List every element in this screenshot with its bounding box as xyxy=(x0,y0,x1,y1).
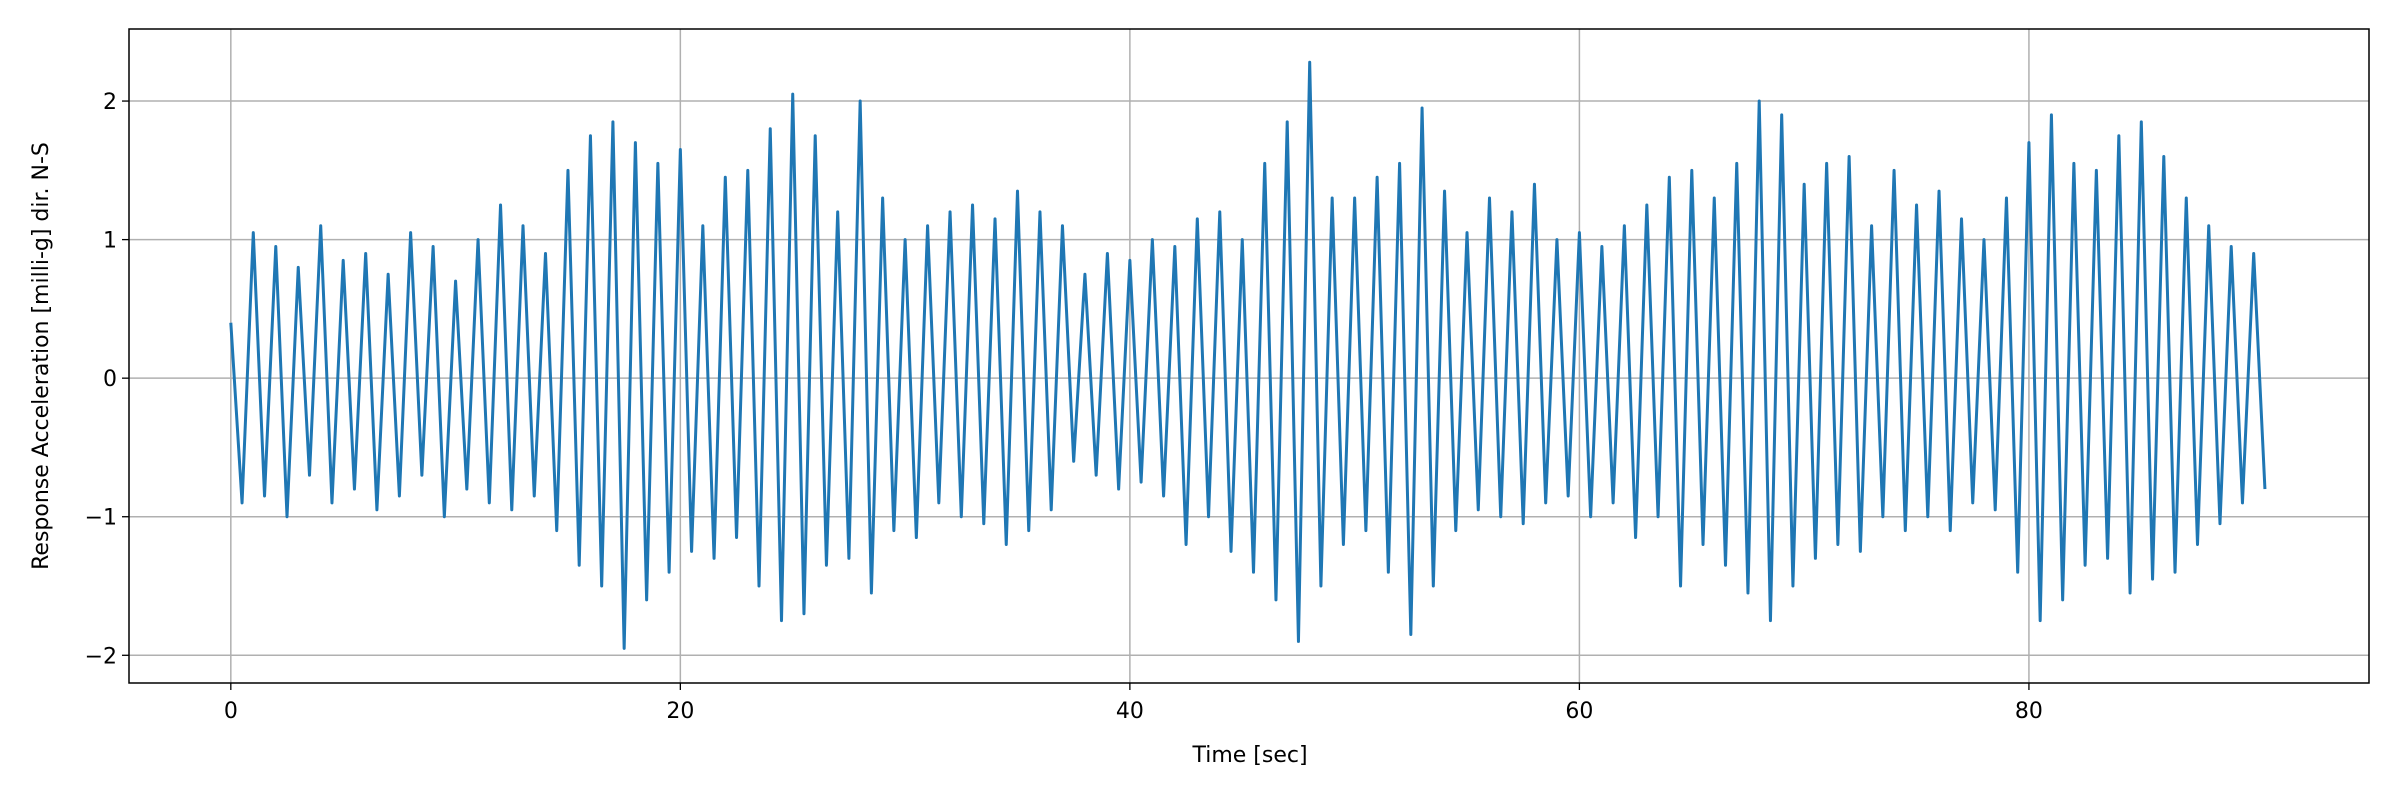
x-tick-label: 40 xyxy=(1116,699,1144,724)
axes-frame xyxy=(128,28,2370,684)
y-tick-label: −1 xyxy=(85,506,117,531)
x-tick-label: 20 xyxy=(666,699,694,724)
y-tick-label: 2 xyxy=(103,90,117,115)
x-tick-label: 80 xyxy=(2015,699,2043,724)
x-tick-label: 0 xyxy=(224,699,238,724)
y-tick-label: 1 xyxy=(103,229,117,254)
x-axis-label: Time [sec] xyxy=(1191,743,1307,768)
y-axis-label: Response Acceleration [milli-g] dir. N-S xyxy=(29,142,54,570)
signal-line xyxy=(229,60,2267,650)
y-tick-label: 0 xyxy=(103,367,117,392)
y-tick-label: −2 xyxy=(85,644,117,669)
x-tick-label: 60 xyxy=(1565,699,1593,724)
